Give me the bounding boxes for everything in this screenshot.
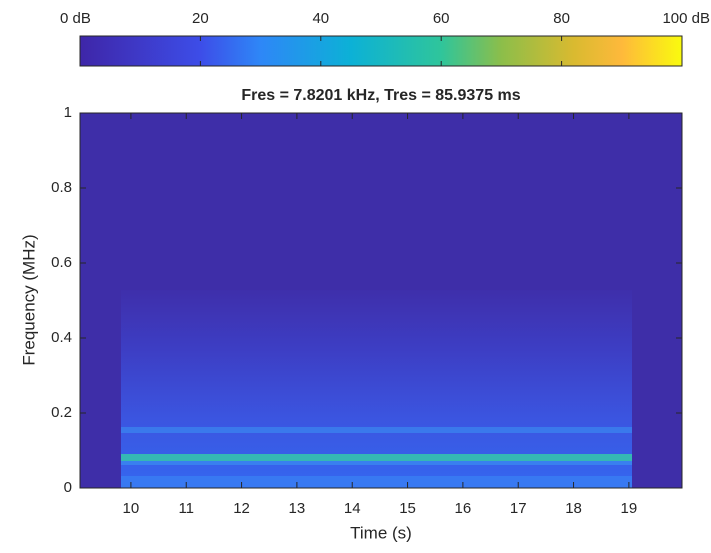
chart-title: Fres = 7.8201 kHz, Tres = 85.9375 ms — [241, 87, 520, 104]
x-tick-label: 12 — [233, 500, 250, 517]
x-tick-label: 17 — [510, 500, 527, 517]
colorbar-tick-label: 40 — [312, 10, 329, 27]
y-tick-label: 1 — [64, 104, 72, 121]
colorbar-tick-label: 20 — [192, 10, 209, 27]
x-tick-label: 18 — [565, 500, 582, 517]
x-tick-label: 14 — [344, 500, 361, 517]
x-tick-label: 15 — [399, 500, 416, 517]
x-tick-label: 10 — [123, 500, 140, 517]
y-tick-label: 0 — [64, 479, 72, 496]
colorbar-tick-label: 0 dB — [60, 10, 91, 27]
colorbar-tick-label: 100 dB — [662, 10, 710, 27]
colorbar-tick-label: 60 — [433, 10, 450, 27]
y-axis-label: Frequency (MHz) — [19, 234, 38, 365]
y-tick-label: 0.8 — [51, 179, 72, 196]
x-axis-label: Time (s) — [350, 523, 412, 542]
colorbar — [80, 36, 682, 66]
y-tick-label: 0.4 — [51, 329, 72, 346]
chart: Fres = 7.8201 kHz, Tres = 85.9375 ms Tim… — [0, 0, 711, 548]
colorbar-tick-label: 80 — [553, 10, 570, 27]
x-tick-label: 19 — [621, 500, 638, 517]
spectrogram-image — [80, 113, 682, 488]
y-tick-label: 0.2 — [51, 404, 72, 421]
y-tick-label: 0.6 — [51, 254, 72, 271]
x-tick-label: 16 — [455, 500, 472, 517]
x-tick-label: 13 — [289, 500, 306, 517]
x-tick-label: 11 — [178, 500, 194, 517]
